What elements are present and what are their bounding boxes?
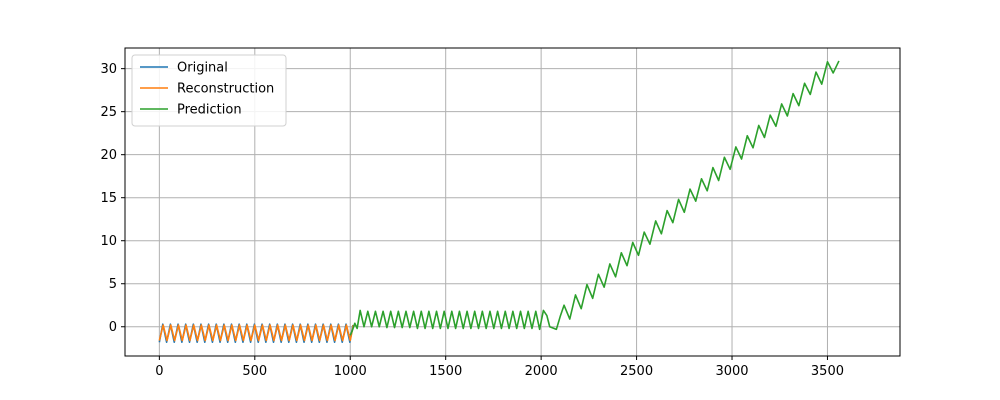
y-tick-label: 5 <box>109 277 117 292</box>
y-tick-label: 15 <box>100 191 117 206</box>
x-tick-label: 3000 <box>715 364 748 379</box>
series-line-reconstruction <box>158 324 355 342</box>
x-tick-label: 1500 <box>429 364 462 379</box>
series-line-prediction <box>349 60 840 336</box>
x-tick-label: 500 <box>242 364 267 379</box>
x-tick-label: 2500 <box>620 364 653 379</box>
x-tick-label: 0 <box>155 364 163 379</box>
x-tick-label: 2000 <box>525 364 558 379</box>
axes-frame <box>124 47 901 357</box>
y-axis-ticks: 0 5 10 15 20 25 30 <box>100 62 125 335</box>
legend-label-original: Original <box>177 61 228 76</box>
legend: Original Reconstruction Prediction <box>131 54 287 127</box>
x-tick-label: 3500 <box>811 364 844 379</box>
legend-box <box>131 54 287 127</box>
y-tick-label: 25 <box>100 105 117 120</box>
legend-label-prediction: Prediction <box>177 103 242 118</box>
series-layer <box>158 60 840 344</box>
y-tick-label: 30 <box>100 62 117 77</box>
x-axis-ticks: 0 500 1000 1500 2000 2500 3000 3500 <box>155 356 844 379</box>
y-tick-label: 0 <box>109 320 117 335</box>
legend-label-reconstruction: Reconstruction <box>177 82 274 97</box>
y-tick-label: 20 <box>100 148 117 163</box>
x-tick-label: 1000 <box>334 364 367 379</box>
y-tick-label: 10 <box>100 234 117 249</box>
